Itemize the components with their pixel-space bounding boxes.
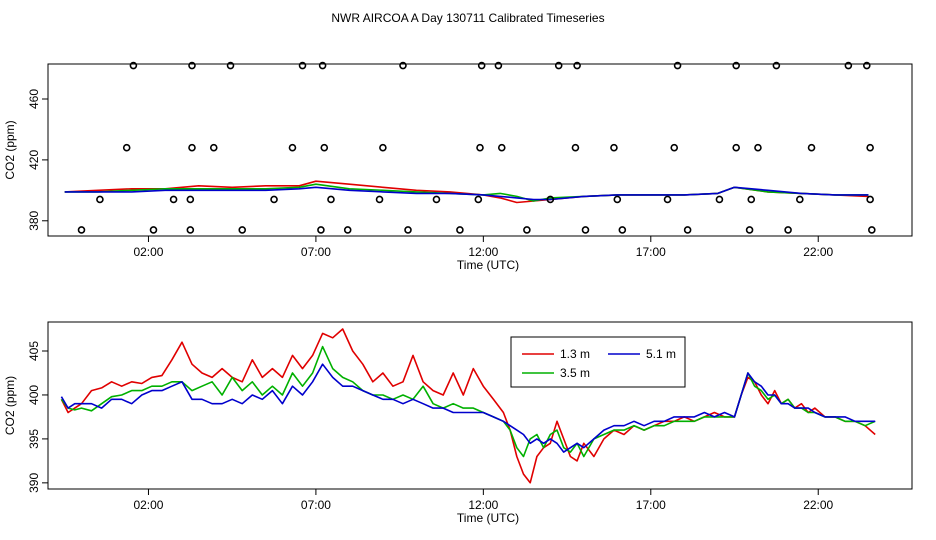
legend-label: 5.1 m bbox=[646, 347, 676, 361]
y-axis-title: CO2 (ppm) bbox=[3, 120, 17, 179]
x-tick-label: 02:00 bbox=[133, 245, 163, 259]
reference-point bbox=[796, 195, 804, 204]
reference-point bbox=[270, 195, 278, 204]
y-tick-label: 420 bbox=[27, 150, 41, 170]
x-tick-label: 12:00 bbox=[468, 245, 498, 259]
reference-point bbox=[122, 143, 131, 152]
reference-point bbox=[209, 143, 218, 152]
reference-point bbox=[868, 226, 876, 234]
reference-point bbox=[288, 143, 297, 152]
legend-label: 1.3 m bbox=[560, 347, 590, 361]
x-tick-label: 07:00 bbox=[301, 498, 331, 512]
series-line-5-1-m bbox=[64, 186, 869, 201]
y-tick-label: 405 bbox=[27, 341, 41, 361]
legend: 1.3 m 3.5 m 5.1 m bbox=[510, 336, 686, 388]
reference-point bbox=[866, 143, 874, 152]
legend-label: 3.5 m bbox=[560, 366, 590, 380]
reference-point bbox=[747, 195, 756, 204]
y-tick-label: 400 bbox=[27, 385, 41, 405]
x-tick-label: 22:00 bbox=[803, 245, 833, 259]
y-tick-label: 395 bbox=[27, 429, 41, 449]
reference-point bbox=[554, 61, 563, 70]
reference-point bbox=[186, 226, 195, 234]
reference-point bbox=[476, 143, 484, 152]
reference-point bbox=[618, 226, 627, 234]
reference-point bbox=[343, 226, 352, 234]
reference-point bbox=[573, 61, 581, 70]
reference-point bbox=[404, 226, 412, 234]
reference-point bbox=[96, 195, 104, 204]
reference-point bbox=[497, 143, 506, 152]
reference-point bbox=[379, 143, 387, 152]
reference-point bbox=[477, 61, 486, 70]
reference-point bbox=[456, 226, 464, 234]
y-tick-label: 380 bbox=[27, 210, 41, 230]
reference-point bbox=[129, 61, 138, 70]
x-tick-label: 17:00 bbox=[636, 245, 666, 259]
x-tick-label: 22:00 bbox=[803, 498, 833, 512]
top-panel: 02:00 07:00 12:00 17:00 22:00 380 420 460 Time (… bbox=[3, 61, 913, 272]
reference-point bbox=[474, 195, 483, 204]
x-tick-label: 17:00 bbox=[636, 498, 666, 512]
legend-box bbox=[510, 336, 686, 388]
reference-point bbox=[432, 195, 441, 204]
reference-point bbox=[298, 61, 307, 70]
bottom-panel: 02:00 07:00 12:00 17:00 22:00 390 395 400 405 Tim… bbox=[3, 321, 913, 525]
plot-frame bbox=[47, 321, 913, 490]
series-line-3-5-m bbox=[60, 345, 876, 458]
reference-point bbox=[862, 61, 871, 70]
figure-title: NWR AIRCOA A Day 130711 Calibrated Times… bbox=[331, 11, 604, 25]
y-tick-label: 390 bbox=[27, 473, 41, 493]
reference-point bbox=[673, 61, 682, 70]
y-tick-label: 460 bbox=[27, 89, 41, 109]
reference-point bbox=[581, 226, 590, 234]
reference-point bbox=[772, 61, 781, 70]
y-axis-title: CO2 (ppm) bbox=[3, 376, 17, 435]
reference-point bbox=[844, 61, 853, 70]
plot-area bbox=[64, 180, 869, 204]
reference-point bbox=[807, 143, 816, 152]
x-tick-label: 02:00 bbox=[133, 498, 163, 512]
x-tick-label: 07:00 bbox=[301, 245, 331, 259]
reference-point bbox=[399, 61, 407, 70]
reference-point bbox=[663, 195, 672, 204]
reference-point bbox=[320, 143, 329, 152]
reference-point bbox=[188, 143, 196, 152]
reference-point bbox=[327, 195, 335, 204]
reference-point bbox=[784, 226, 792, 234]
reference-point bbox=[732, 143, 740, 152]
reference-point bbox=[754, 143, 762, 152]
reference-point bbox=[318, 61, 327, 70]
reference-point bbox=[732, 61, 740, 70]
reference-point bbox=[546, 195, 555, 204]
reference-point bbox=[610, 143, 618, 152]
x-axis-title: Time (UTC) bbox=[457, 258, 519, 272]
reference-point bbox=[745, 226, 754, 234]
reference-point bbox=[226, 61, 235, 70]
reference-point bbox=[613, 195, 622, 204]
plot-frame bbox=[47, 63, 913, 237]
reference-point bbox=[317, 226, 325, 234]
reference-point bbox=[375, 195, 384, 204]
reference-point bbox=[186, 195, 195, 204]
reference-point bbox=[670, 143, 679, 152]
reference-point bbox=[188, 61, 196, 70]
reference-point bbox=[149, 226, 158, 234]
reference-point bbox=[238, 226, 247, 234]
reference-point bbox=[523, 226, 531, 234]
reference-point bbox=[866, 195, 874, 204]
reference-point bbox=[571, 143, 580, 152]
series-line-1-3-m bbox=[60, 328, 876, 484]
x-axis-title: Time (UTC) bbox=[457, 511, 519, 525]
reference-point bbox=[169, 195, 178, 204]
x-tick-label: 12:00 bbox=[468, 498, 498, 512]
reference-point bbox=[77, 226, 86, 234]
reference-point bbox=[683, 226, 692, 234]
plot-area bbox=[60, 328, 876, 484]
reference-point bbox=[494, 61, 503, 70]
series-line-5-1-m bbox=[60, 363, 876, 453]
reference-point bbox=[715, 195, 724, 204]
